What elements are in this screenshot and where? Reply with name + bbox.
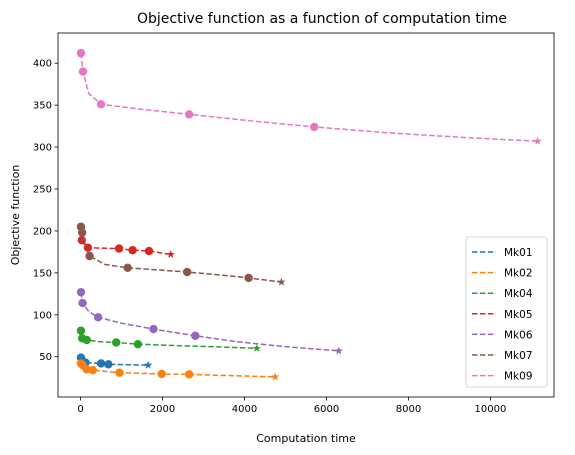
series-mk09 (76, 48, 542, 145)
legend-item-mk05: Mk05 (472, 309, 533, 321)
data-point-mk04 (82, 335, 91, 345)
x-tick-label: 6000 (314, 404, 339, 415)
x-tick-label: 8000 (396, 404, 421, 415)
y-tick-label: 400 (33, 59, 52, 70)
legend-label-mk01: Mk01 (504, 247, 533, 259)
series-mk06 (76, 287, 343, 355)
data-point-mk06 (149, 324, 158, 334)
y-tick-label: 350 (33, 101, 52, 112)
series-line-mk07 (80, 226, 282, 283)
series-mk04 (76, 326, 261, 352)
y-tick-label: 50 (39, 352, 52, 363)
series-line-mk05 (81, 239, 171, 256)
series-line-mk01 (80, 357, 149, 366)
x-tick-label: 10000 (475, 404, 507, 415)
legend-label-mk04: Mk04 (504, 288, 533, 300)
plot-frame (57, 32, 555, 398)
data-point-mk09 (78, 67, 88, 76)
y-tick-label: 100 (33, 310, 52, 321)
x-tick-label: 4000 (232, 404, 257, 415)
data-point-mk02 (88, 365, 98, 375)
series-line-mk04 (80, 330, 257, 350)
data-point-mk09 (96, 100, 106, 109)
data-point-mk05 (114, 244, 124, 253)
y-axis: 50 100 150 200 250 300 350 400 (33, 59, 58, 363)
data-point-mk09 (184, 110, 194, 119)
data-point-mk04 (112, 338, 121, 347)
final-point-mk04 (252, 344, 261, 352)
data-point-mk01 (104, 360, 113, 369)
data-point-mk06 (76, 287, 86, 297)
data-point-mk02 (82, 365, 91, 374)
series-line-mk02 (80, 362, 276, 378)
final-point-mk07 (277, 277, 286, 286)
x-axis: 0 2000 4000 6000 8000 10000 (77, 397, 506, 415)
data-point-mk07 (77, 228, 87, 237)
plot-area (76, 48, 542, 381)
data-point-mk09 (309, 122, 319, 132)
data-point-mk05 (128, 246, 137, 255)
data-point-mk06 (78, 298, 87, 308)
chart-title: Objective function as a function of comp… (137, 11, 507, 27)
final-point-mk01 (144, 360, 153, 369)
legend-label-mk09: Mk09 (504, 371, 533, 383)
legend-item-mk09: Mk09 (472, 371, 533, 383)
data-point-mk02 (184, 370, 194, 379)
data-point-mk06 (93, 313, 103, 322)
x-tick-label: 0 (77, 404, 83, 415)
legend-item-mk01: Mk01 (472, 247, 533, 259)
data-point-mk06 (191, 331, 200, 340)
final-point-mk05 (166, 250, 175, 258)
legend-label-mk06: Mk06 (504, 329, 533, 341)
series-line-mk06 (80, 292, 339, 352)
legend: Mk01 Mk02 Mk04 Mk05 Mk06 Mk07 Mk09 (465, 236, 548, 388)
y-tick-label: 250 (33, 185, 52, 196)
legend-box (465, 236, 548, 388)
legend-label-mk05: Mk05 (504, 309, 533, 321)
final-point-mk06 (334, 346, 343, 355)
legend-label-mk02: Mk02 (504, 268, 533, 280)
x-axis-label: Computation time (256, 432, 356, 445)
data-point-mk07 (85, 251, 94, 261)
data-point-mk04 (76, 326, 86, 335)
data-point-mk07 (182, 267, 192, 277)
data-point-mk05 (144, 246, 154, 256)
series-mk02 (76, 359, 280, 381)
data-point-mk04 (133, 339, 143, 349)
y-axis-label: Objective function (9, 165, 22, 266)
legend-item-mk02: Mk02 (472, 268, 533, 280)
y-tick-label: 200 (33, 226, 52, 237)
y-tick-label: 300 (33, 143, 52, 154)
series-line-mk09 (80, 53, 538, 142)
final-point-mk02 (271, 372, 280, 381)
legend-label-mk07: Mk07 (504, 350, 533, 362)
data-point-mk09 (76, 48, 86, 58)
data-point-mk07 (244, 273, 253, 283)
series-mk05 (77, 235, 175, 258)
series-mk07 (76, 222, 286, 286)
x-tick-label: 2000 (150, 404, 175, 415)
legend-item-mk06: Mk06 (472, 329, 533, 341)
final-point-mk09 (533, 136, 542, 145)
legend-item-mk07: Mk07 (472, 350, 533, 362)
data-point-mk01 (96, 359, 106, 368)
data-point-mk02 (115, 368, 124, 377)
legend-item-mk04: Mk04 (472, 288, 533, 300)
y-tick-label: 150 (33, 268, 52, 279)
data-point-mk02 (157, 369, 166, 379)
data-point-mk07 (123, 263, 132, 273)
